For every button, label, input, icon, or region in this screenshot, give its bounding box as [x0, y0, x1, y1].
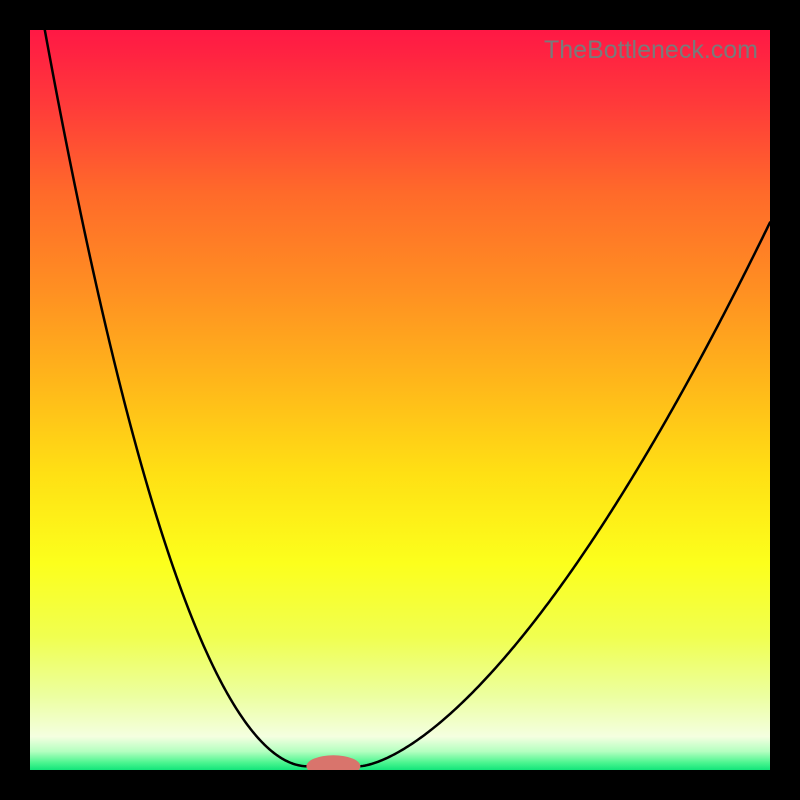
chart-frame: TheBottleneck.com	[0, 0, 800, 800]
plot-area	[30, 30, 770, 770]
gradient-background	[30, 30, 770, 770]
chart-svg	[30, 30, 770, 770]
watermark-text: TheBottleneck.com	[544, 36, 758, 65]
